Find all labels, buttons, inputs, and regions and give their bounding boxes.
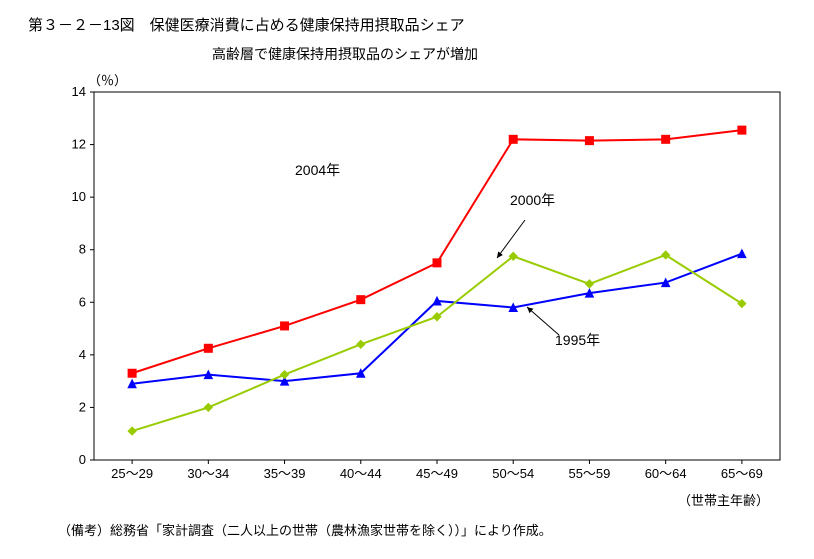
svg-text:45～49: 45～49 (416, 466, 458, 481)
svg-text:2004年: 2004年 (295, 162, 340, 178)
svg-text:50～54: 50～54 (492, 466, 534, 481)
svg-text:0: 0 (79, 452, 86, 467)
svg-text:60～64: 60～64 (645, 466, 687, 481)
svg-text:12: 12 (72, 137, 86, 152)
svg-text:55～59: 55～59 (568, 466, 610, 481)
svg-text:10: 10 (72, 189, 86, 204)
svg-text:65～69: 65～69 (721, 466, 763, 481)
svg-text:1995年: 1995年 (555, 332, 600, 348)
svg-text:35～39: 35～39 (264, 466, 306, 481)
svg-text:2000年: 2000年 (510, 192, 555, 208)
svg-text:8: 8 (79, 242, 86, 257)
svg-text:25～29: 25～29 (111, 466, 153, 481)
svg-text:30～34: 30～34 (187, 466, 229, 481)
svg-text:40～44: 40～44 (340, 466, 382, 481)
svg-text:6: 6 (79, 294, 86, 309)
svg-text:2: 2 (79, 399, 86, 414)
line-chart: 0 2 4 6 8 10 12 14 25～29 30～34 35～39 40～44 45～49 50～5… (0, 0, 814, 554)
svg-text:14: 14 (72, 84, 86, 99)
svg-text:4: 4 (79, 347, 86, 362)
